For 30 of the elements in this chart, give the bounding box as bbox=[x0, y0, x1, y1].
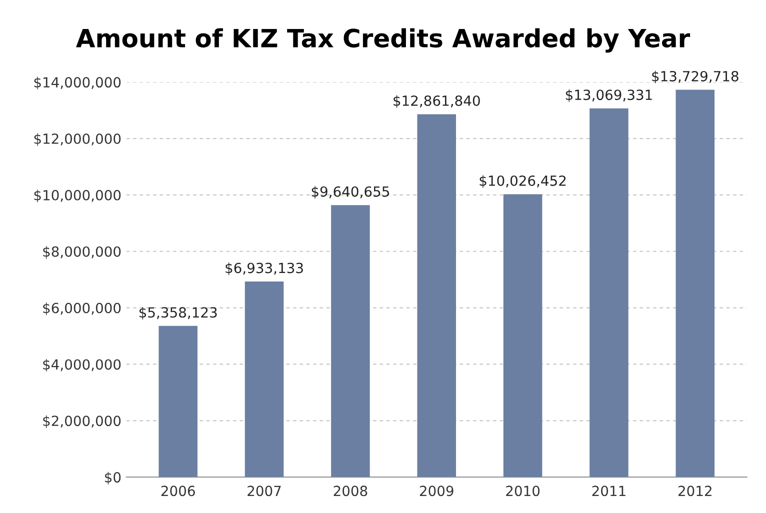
bar bbox=[244, 281, 284, 478]
data-label: $10,026,452 bbox=[480, 175, 566, 188]
y-tick-label: $14,000,000 bbox=[34, 76, 121, 90]
data-label: $6,933,133 bbox=[226, 262, 303, 276]
y-tick-label: $8,000,000 bbox=[43, 246, 121, 259]
bar bbox=[331, 205, 370, 478]
y-tick-label: $10,000,000 bbox=[34, 190, 121, 202]
chart-title: Amount of KIZ Tax Credits Awarded by Year bbox=[76, 28, 690, 53]
x-tick-label: 2010 bbox=[506, 486, 540, 496]
data-label: $5,358,123 bbox=[139, 306, 217, 320]
y-tick-label: $6,000,000 bbox=[43, 302, 121, 316]
y-tick-label: $0 bbox=[105, 472, 121, 484]
bar bbox=[158, 326, 198, 478]
data-label: $9,640,655 bbox=[312, 186, 389, 199]
x-tick-label: 2007 bbox=[248, 486, 281, 496]
y-tick-label: $12,000,000 bbox=[34, 133, 121, 146]
x-tick-label: 2011 bbox=[592, 486, 626, 496]
data-label: $12,861,840 bbox=[394, 95, 480, 108]
y-tick-label: $4,000,000 bbox=[43, 358, 121, 372]
bar bbox=[676, 90, 715, 478]
y-tick-label: $2,000,000 bbox=[43, 415, 121, 428]
bar bbox=[503, 194, 542, 478]
data-label: $13,069,331 bbox=[566, 89, 652, 102]
x-tick-label: 2008 bbox=[334, 486, 368, 496]
x-tick-label: 2006 bbox=[161, 486, 195, 496]
data-label: $13,729,718 bbox=[652, 70, 738, 84]
x-tick-label: 2012 bbox=[678, 486, 712, 496]
bar bbox=[417, 114, 456, 478]
bar bbox=[590, 108, 628, 478]
x-tick-label: 2009 bbox=[420, 486, 454, 496]
